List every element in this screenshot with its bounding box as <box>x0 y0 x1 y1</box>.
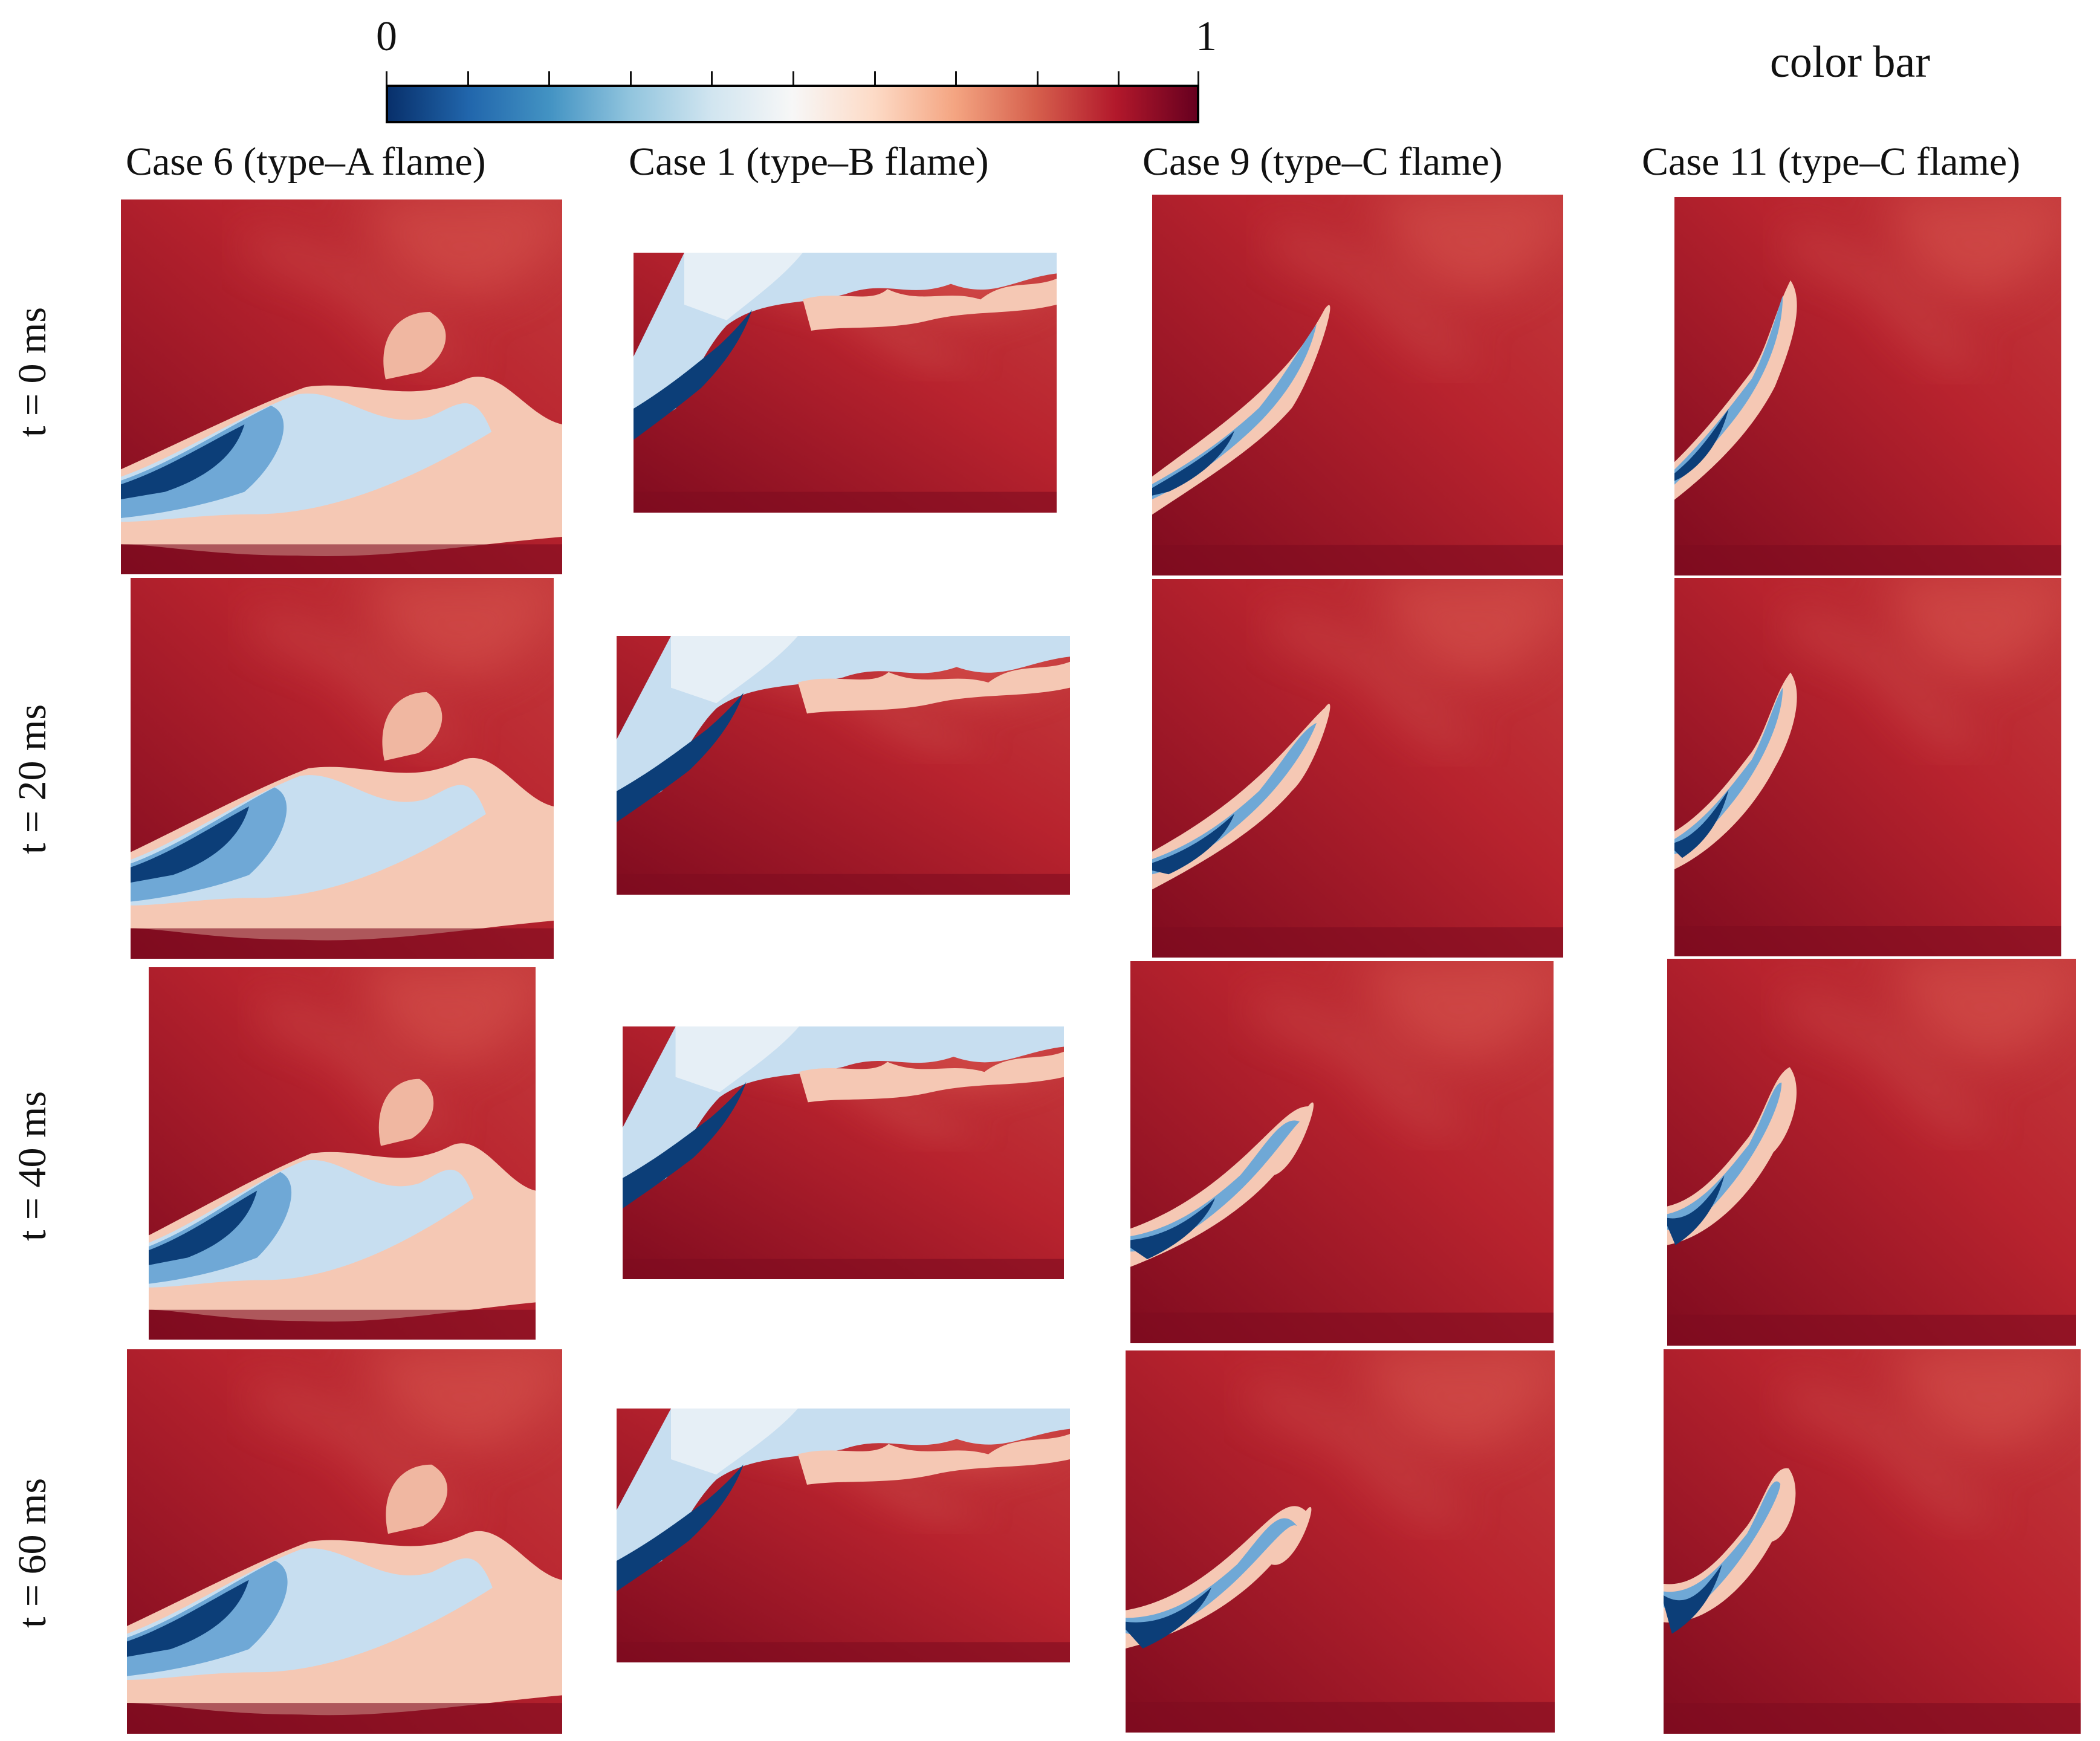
panel-case-6-t40 <box>149 967 536 1340</box>
panel-case-9-t60 <box>1126 1350 1555 1733</box>
flame-field-image <box>1674 197 2061 575</box>
flame-field-image <box>623 1026 1064 1279</box>
row-label-t20: t = 20 ms <box>10 704 54 854</box>
column-title-case-9: Case 9 (type–C flame) <box>1142 140 1503 184</box>
colorbar-tick <box>955 71 958 85</box>
row-label-t40: t = 40 ms <box>10 1091 54 1241</box>
colorbar-tick <box>386 71 387 85</box>
flame-field-image <box>1664 1349 2081 1734</box>
colorbar-tick <box>1197 71 1199 85</box>
column-title-case-6: Case 6 (type–A flame) <box>126 140 486 184</box>
flame-field-image <box>127 1349 562 1734</box>
flame-field-image <box>121 199 562 574</box>
panel-case-1-t0 <box>634 253 1057 513</box>
panel-case-11-t60 <box>1664 1349 2081 1734</box>
panel-case-6-t60 <box>127 1349 562 1734</box>
flame-field-image <box>1126 1350 1555 1733</box>
panel-case-11-t20 <box>1674 578 2061 956</box>
panel-case-1-t40 <box>623 1026 1064 1279</box>
column-title-case-1: Case 1 (type–B flame) <box>629 140 989 184</box>
colorbar-tick <box>873 71 876 85</box>
row-label-t60: t = 60 ms <box>10 1477 54 1628</box>
colorbar-tick <box>467 71 469 85</box>
panel-case-6-t20 <box>131 578 554 959</box>
flame-field-image <box>1674 578 2061 956</box>
flame-field-image <box>1152 195 1563 575</box>
column-title-case-11: Case 11 (type–C flame) <box>1642 140 2021 184</box>
panel-case-9-t0 <box>1152 195 1563 575</box>
flame-field-image <box>1130 961 1554 1343</box>
colorbar-tick <box>792 71 794 85</box>
panel-case-11-t40 <box>1667 959 2076 1346</box>
colorbar-gradient <box>386 85 1199 123</box>
flame-field-image <box>617 1409 1070 1662</box>
flame-field-image <box>131 578 554 959</box>
panel-case-9-t20 <box>1152 579 1563 958</box>
colorbar-min-label: 0 <box>376 13 397 60</box>
panel-case-1-t20 <box>617 636 1070 895</box>
colorbar-tick <box>548 71 551 85</box>
colorbar-tick <box>629 71 632 85</box>
flame-field-image <box>149 967 536 1340</box>
panel-case-9-t40 <box>1130 961 1554 1343</box>
flame-field-image <box>1152 579 1563 958</box>
flame-field-image <box>634 253 1057 513</box>
panel-case-1-t60 <box>617 1409 1070 1662</box>
colorbar <box>386 71 1199 123</box>
colorbar-title: color bar <box>1770 37 1931 87</box>
panel-case-6-t0 <box>121 199 562 574</box>
colorbar-tick <box>1118 71 1120 85</box>
colorbar-tick <box>711 71 713 85</box>
flame-field-image <box>617 636 1070 895</box>
panel-case-11-t0 <box>1674 197 2061 575</box>
flame-field-image <box>1667 959 2076 1346</box>
colorbar-tick <box>1036 71 1039 85</box>
row-label-t0: t = 0 ms <box>10 306 54 437</box>
colorbar-max-label: 1 <box>1196 13 1217 60</box>
